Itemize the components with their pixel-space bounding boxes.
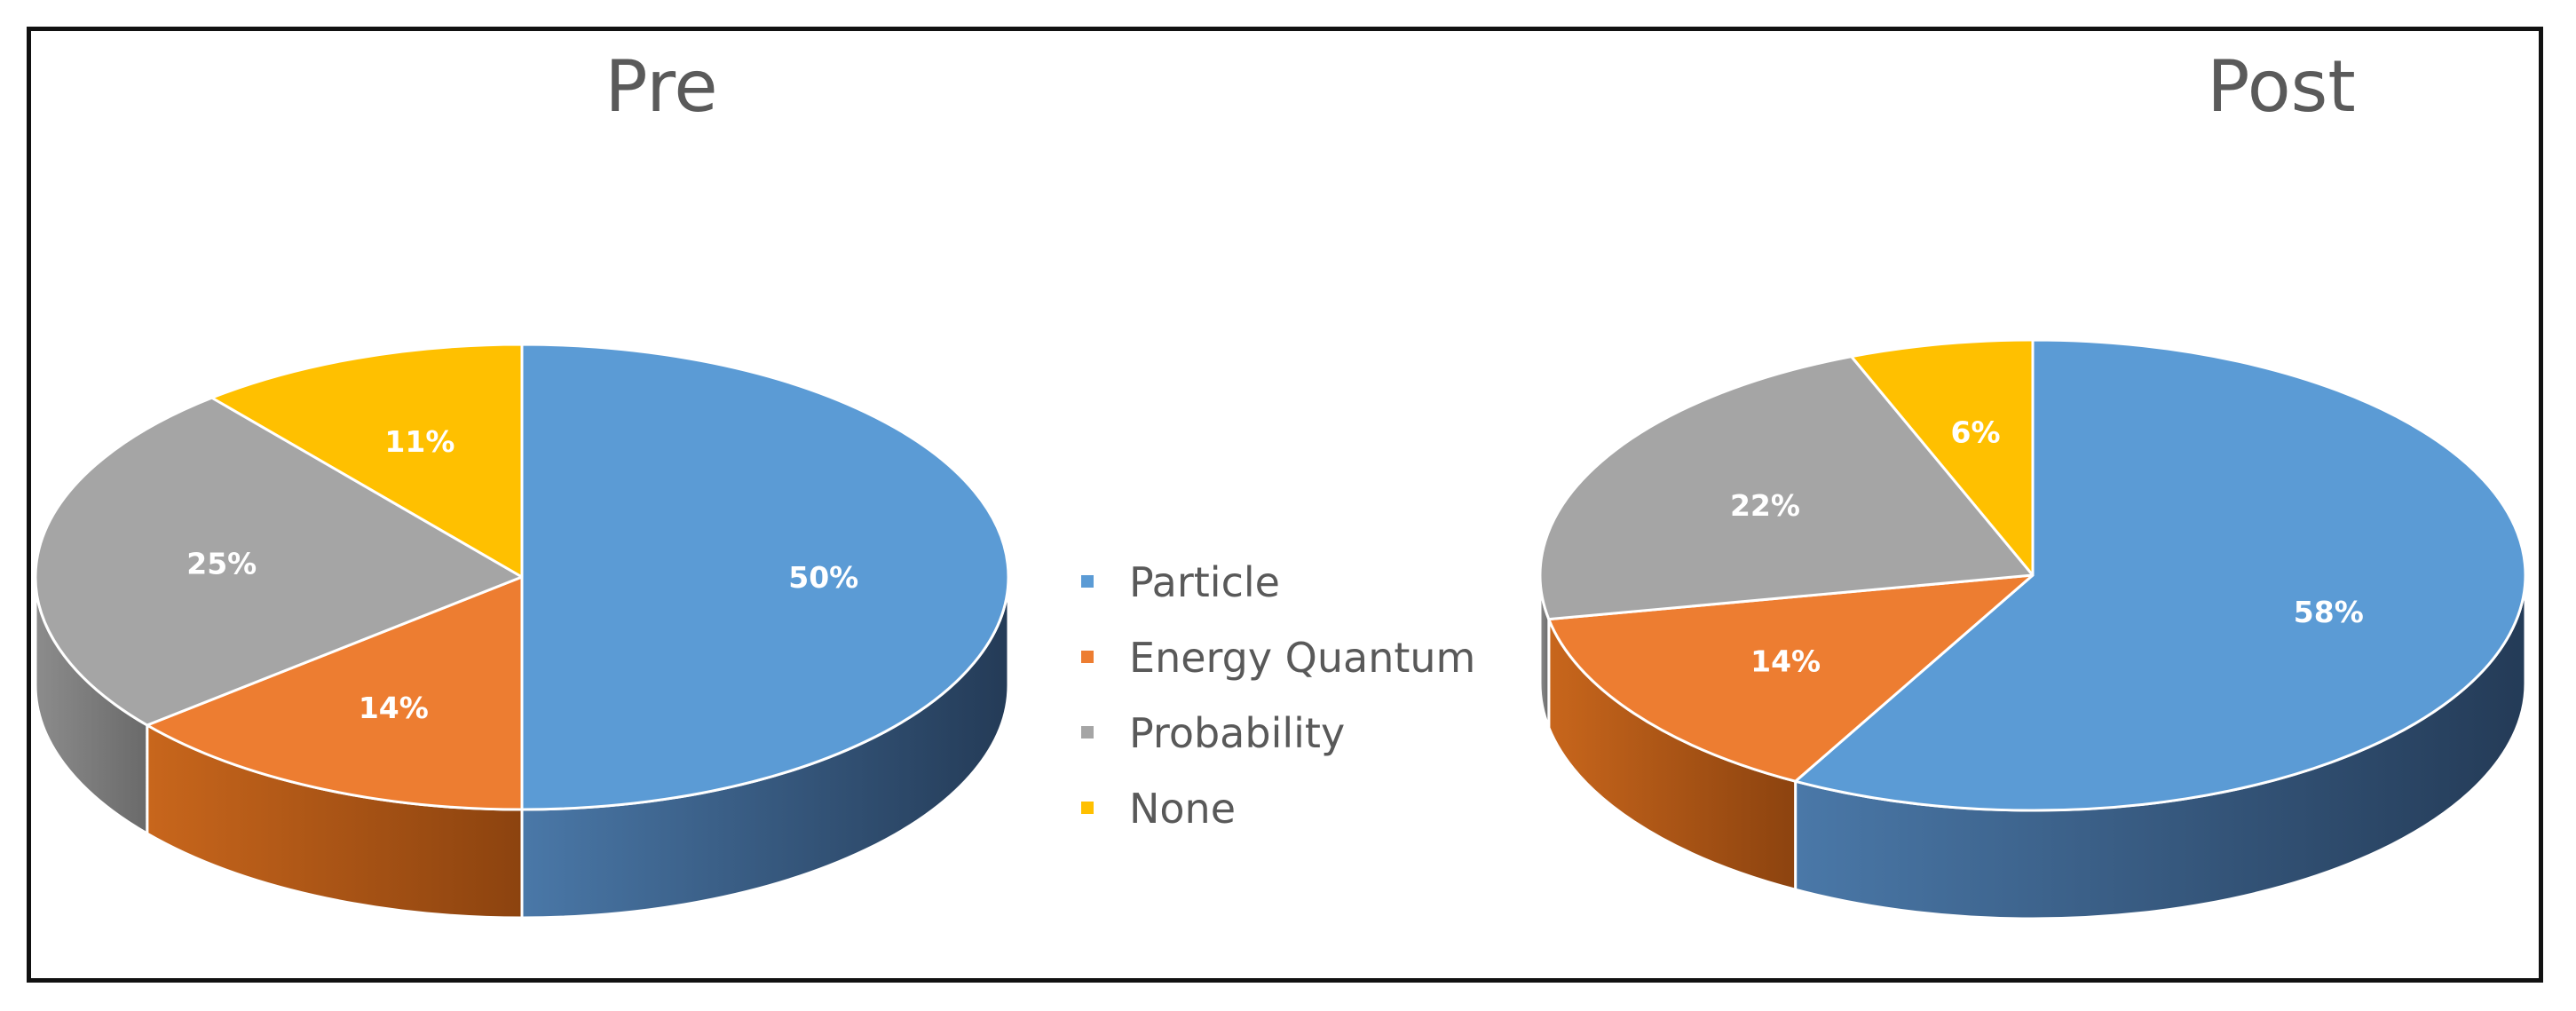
pie-pre-label-none: 11% — [384, 424, 454, 459]
pie-post-slice-particle — [1794, 338, 2527, 812]
pie-pre-labels: 50% 14% 25% 11% — [186, 424, 858, 725]
legend-swatch-energy-quantum — [1081, 651, 1094, 663]
pie-pre-slice-particle — [520, 343, 1010, 811]
legend: Particle Energy Quantum Probability None — [1081, 558, 1475, 833]
pie-pre-label-probability: 25% — [186, 547, 257, 581]
pie-post-labels: 58% 14% 22% 6% — [1730, 415, 2364, 679]
legend-label-probability: Probability — [1129, 709, 1345, 757]
legend-label-particle: Particle — [1129, 558, 1280, 606]
pie-post-slice-none — [1850, 338, 2035, 577]
pie-post-slices — [1538, 338, 2527, 812]
pie-post-title: Post — [2207, 45, 2355, 128]
pie-pre-slice-energy-quantum — [146, 575, 524, 811]
pie-pre-slice-probability — [34, 396, 524, 727]
pie-post-label-none: 6% — [1951, 415, 2001, 450]
legend-swatch-particle — [1081, 575, 1094, 588]
legend-swatch-probability — [1081, 726, 1094, 739]
pie-pre-slices — [34, 343, 1010, 811]
pie-pre: 50% 14% 25% 11% Pre — [34, 45, 1010, 920]
legend-item-energy-quantum: Energy Quantum — [1081, 634, 1475, 682]
legend-item-probability: Probability — [1081, 709, 1345, 757]
pie-post-label-particle: 58% — [2294, 595, 2364, 629]
pie-post: 58% 14% 22% 6% Post — [1538, 45, 2527, 920]
pie-post-slice-probability — [1538, 355, 2035, 621]
pie-pre-slice-none — [210, 343, 524, 579]
pie-pre-title: Pre — [604, 45, 717, 128]
legend-item-particle: Particle — [1081, 558, 1280, 606]
pie-post-label-probability: 22% — [1730, 488, 1800, 523]
pie-post-label-energy-quantum: 14% — [1750, 644, 1821, 679]
legend-label-none: None — [1129, 785, 1236, 833]
pie-post-slice-energy-quantum — [1547, 573, 2035, 783]
legend-label-energy-quantum: Energy Quantum — [1129, 634, 1475, 682]
pie-pre-label-particle: 50% — [788, 560, 858, 595]
legend-item-none: None — [1081, 785, 1236, 833]
pie-pre-label-energy-quantum: 14% — [359, 691, 429, 725]
legend-swatch-none — [1081, 802, 1094, 814]
